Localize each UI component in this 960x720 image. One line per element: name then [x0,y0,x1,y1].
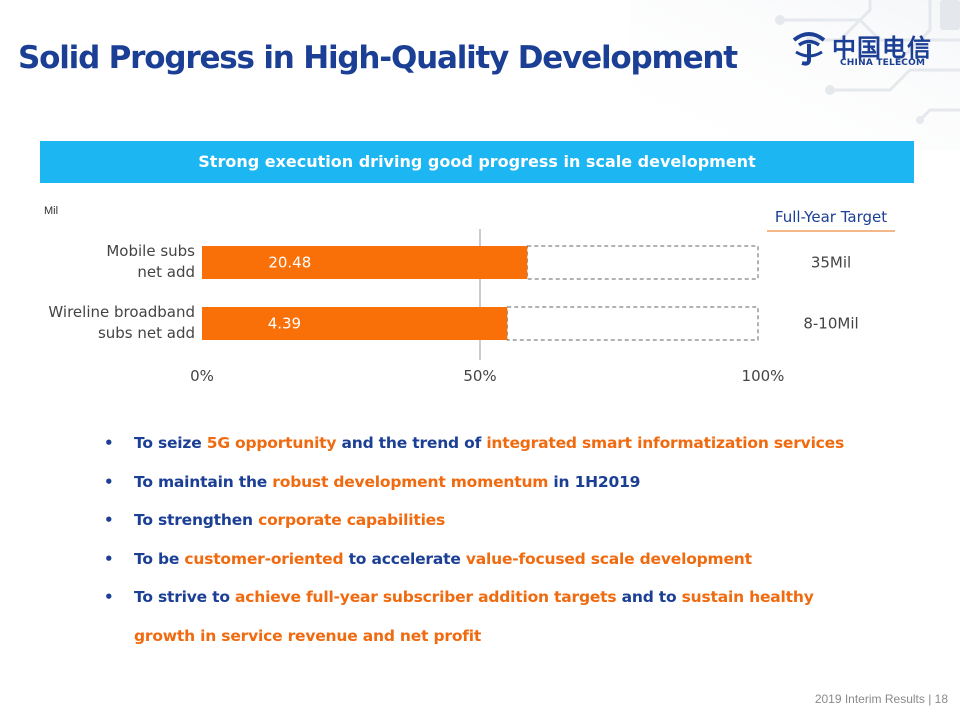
category-label-1-1: subs net add [98,324,195,342]
bullet-highlight-text: corporate capabilities [258,511,446,529]
bar-remainder-1 [506,306,759,341]
category-label-0-1: net add [137,263,195,281]
target-header: Full-Year Target [775,208,887,226]
bullet-text: To strengthen [134,511,259,529]
unit-label: Mil [44,205,58,217]
bullet-text: To strive to [134,588,236,606]
tick-label-2: 100% [742,367,785,385]
bullet-highlight-text: achieve full-year subscriber addition ta… [235,588,617,606]
bullet-text: To be [134,549,185,568]
category-label-0-0: Mobile subs [106,242,195,260]
page-footer: 2019 Interim Results | 18 [814,692,948,706]
bar-value-label-0: 20.48 [268,254,311,272]
bullet-text: To seize [134,434,207,452]
bullet-item: To strive to achieve full-year subscribe… [104,578,854,655]
bar-value-label-1: 4.39 [268,315,301,333]
bullet-text: to accelerate [343,549,466,568]
target-value-1: 8-10Mil [803,315,858,333]
logo-text-en: CHINA TELECOM [840,58,926,68]
target-value-0: 35Mil [811,254,851,272]
bullet-item: To be customer-oriented to accelerate va… [104,540,854,579]
tick-label-1: 50% [463,367,496,385]
bar-0 [202,246,528,279]
category-label-1-0: Wireline broadband [48,303,195,321]
progress-chart: Mil 20.48 Mobile subs net add 35Mil 4.39 Wirel… [44,205,895,385]
bullet-item: To strengthen corporate capabilities [104,501,854,540]
bullet-highlight-text: 5G opportunity [206,434,337,452]
bullet-item: To maintain the robust development momen… [104,463,854,502]
bullet-text: and to [616,588,682,606]
china-telecom-logo-icon: 中国电信 CHINA TELECOM [790,28,940,72]
bullet-list: To seize 5G opportunity and the trend of… [104,424,854,655]
bullet-highlight-text: robust development momentum [272,472,549,491]
logo-text-cn: 中国电信 [832,34,932,62]
corner-decoration [630,0,960,150]
tick-label-0: 0% [190,367,214,385]
bullet-highlight-text: customer-oriented [184,549,344,568]
bullet-highlight-text: integrated smart informatization service… [486,434,845,452]
bar-1 [202,307,508,340]
bullet-item: To seize 5G opportunity and the trend of… [104,424,854,463]
bullet-text: in 1H2019 [548,472,641,491]
slide-title: Solid Progress in High-Quality Developme… [18,40,738,76]
bullet-highlight-text: value-focused scale development [465,549,752,568]
section-banner: Strong execution driving good progress i… [40,141,914,183]
bar-remainder-0 [526,245,759,280]
bullet-text: To maintain the [134,472,273,491]
bullet-highlight-text: sustain healthy growth in service revenu… [134,588,814,645]
bullet-text: and the trend of [336,434,487,452]
logo-mark-icon [792,32,826,66]
